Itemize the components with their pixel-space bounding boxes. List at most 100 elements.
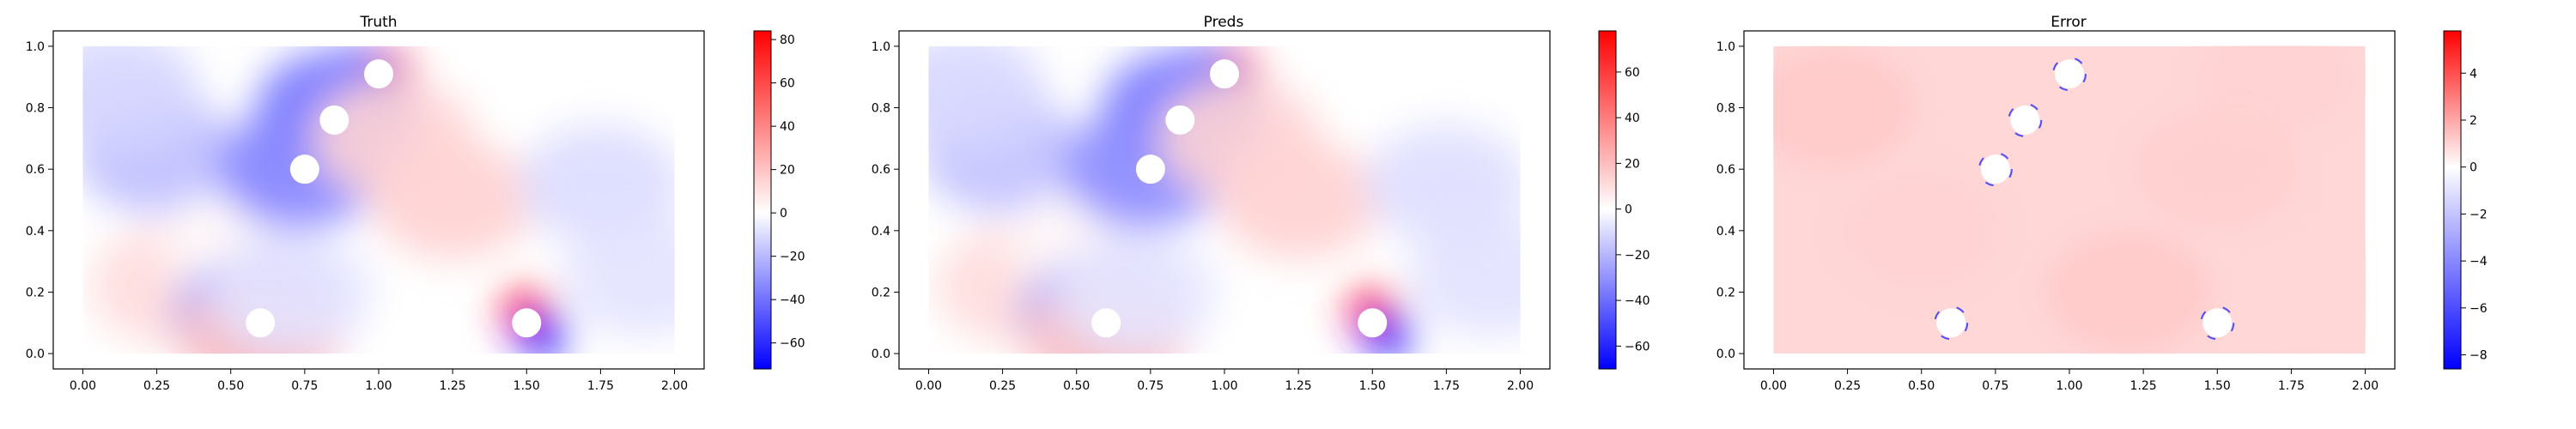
error-title: Error — [2050, 14, 2086, 31]
truth-field-sample — [563, 216, 675, 337]
truth-colorbar-tick-label: −40 — [780, 293, 805, 307]
preds-x-tick-label: 2.00 — [1507, 379, 1534, 393]
truth-cylinder-hole — [319, 105, 349, 135]
truth-colorbar: 80 60 40 20 0 −20 −40 −60 — [753, 30, 805, 370]
error-x-tick-label: 0.75 — [1982, 379, 2008, 393]
error-y-tick-label: 0.0 — [1716, 347, 1735, 361]
truth-colorbar-tick-label: 0 — [780, 207, 787, 221]
error-y-tick-label: 1.0 — [1716, 40, 1735, 54]
truth-y-tick-label: 1.0 — [26, 40, 45, 54]
preds-holes — [1091, 59, 1388, 338]
error-x-tick-label: 0.00 — [1760, 379, 1787, 393]
truth-cylinder-hole — [246, 308, 276, 338]
truth-colorbar-tick-label: −20 — [780, 251, 805, 264]
truth-y-tick-label: 0.4 — [26, 225, 45, 239]
truth-colorbar-tick-label: 60 — [780, 77, 795, 91]
truth-x-tick-label: 0.00 — [70, 379, 96, 393]
error-hole-rim — [2008, 102, 2043, 137]
error-x-tick-label: 1.75 — [2278, 379, 2305, 393]
error-hole-rim — [1978, 152, 2013, 187]
error-y-ticks: 0.0 0.2 0.4 0.6 0.8 1.0 — [1716, 40, 1744, 361]
preds-x-tick-label: 1.75 — [1433, 379, 1460, 393]
error-cylinder-hole — [2055, 59, 2084, 89]
preds-cylinder-hole — [1358, 308, 1388, 338]
error-y-tick-label: 0.6 — [1716, 163, 1735, 177]
error-colorbar: 4 2 0 −2 −4 −6 −8 — [2443, 30, 2488, 370]
preds-y-tick-label: 0.0 — [872, 347, 890, 361]
error-field-sample — [2224, 232, 2366, 353]
preds-colorbar-tick-label: 60 — [1625, 66, 1640, 80]
error-hole-rim — [2052, 57, 2087, 92]
preds-colorbar-bar — [1598, 30, 1617, 370]
preds-colorbar-tick-label: 40 — [1625, 112, 1640, 125]
error-field-sample — [2046, 232, 2210, 353]
truth-x-tick-label: 0.75 — [291, 379, 318, 393]
error-colorbar-tick-label: −4 — [2470, 255, 2488, 269]
error-colorbar-tick-label: −8 — [2470, 349, 2488, 363]
preds-y-tick-label: 0.6 — [872, 163, 890, 177]
preds-x-tick-label: 1.50 — [1359, 379, 1386, 393]
preds-colorbar-tick-label: −20 — [1625, 249, 1650, 263]
truth-field-sample — [519, 124, 675, 245]
error-y-tick-label: 0.4 — [1716, 225, 1735, 239]
truth-colorbar-tick-label: −60 — [780, 337, 805, 351]
truth-cylinder-hole — [364, 59, 393, 89]
preds-field — [928, 45, 1521, 354]
error-colorbar-tick-label: 4 — [2470, 67, 2477, 81]
error-x-tick-label: 1.25 — [2130, 379, 2157, 393]
preds-cylinder-hole — [1135, 154, 1165, 184]
preds-colorbar-tick-label: −40 — [1625, 294, 1650, 308]
truth-cylinder-hole — [289, 154, 319, 184]
preds-cylinder-hole — [1165, 105, 1195, 135]
error-colorbar-tick-label: −6 — [2470, 302, 2488, 316]
preds-y-tick-label: 0.8 — [872, 102, 890, 116]
error-y-tick-label: 0.8 — [1716, 102, 1735, 116]
preds-y-ticks: 0.0 0.2 0.4 0.6 0.8 1.0 — [872, 40, 899, 361]
preds-panel: Preds 0.00 0.25 0.50 0.75 1.00 1.25 1.50 1.75 2.… — [872, 14, 1650, 393]
truth-title: Truth — [359, 14, 397, 31]
error-field-sample — [2195, 45, 2359, 137]
truth-y-tick-label: 0.6 — [26, 163, 45, 177]
truth-field-sample — [312, 78, 476, 199]
truth-colorbar-bar — [753, 30, 772, 370]
preds-title: Preds — [1204, 14, 1244, 31]
error-x-tick-label: 1.50 — [2204, 379, 2231, 393]
error-cylinder-hole — [1980, 154, 2010, 184]
preds-x-tick-label: 0.25 — [989, 379, 1016, 393]
preds-x-tick-label: 1.25 — [1285, 379, 1312, 393]
preds-colorbar: 60 40 20 0 −20 −40 −60 — [1598, 30, 1650, 370]
truth-y-ticks: 0.0 0.2 0.4 0.6 0.8 1.0 — [26, 40, 53, 361]
preds-y-tick-label: 0.2 — [872, 286, 890, 299]
preds-colorbar-tick-label: 0 — [1625, 203, 1632, 217]
truth-x-tick-label: 1.50 — [513, 379, 540, 393]
truth-colorbar-tick-label: 40 — [780, 120, 795, 134]
error-x-tick-label: 0.50 — [1908, 379, 1935, 393]
truth-field-sample — [208, 232, 372, 353]
error-field — [1773, 45, 2366, 354]
error-colorbar-bar — [2443, 30, 2462, 370]
error-panel: Error 0.00 0.25 0.50 0.75 1.00 1.25 1.50 1.75 2.… — [1716, 14, 2488, 393]
truth-x-tick-label: 1.00 — [365, 379, 392, 393]
preds-y-tick-label: 0.4 — [872, 225, 890, 239]
error-field-sample — [2136, 109, 2300, 230]
preds-x-tick-label: 1.00 — [1211, 379, 1237, 393]
preds-y-tick-label: 1.0 — [872, 40, 890, 54]
error-field-sample — [1773, 47, 1915, 168]
error-x-tick-label: 1.00 — [2056, 379, 2082, 393]
error-colorbar-tick-label: −2 — [2470, 208, 2488, 221]
truth-colorbar-tick-label: 20 — [780, 164, 795, 178]
truth-y-tick-label: 0.2 — [26, 286, 45, 299]
preds-field-sample — [1409, 216, 1521, 337]
error-cylinder-hole — [2010, 105, 2040, 135]
error-colorbar-tick-label: 2 — [2470, 114, 2477, 128]
truth-x-tick-label: 0.25 — [143, 379, 170, 393]
truth-colorbar-tick-label: 80 — [780, 33, 795, 47]
truth-field-sample — [82, 45, 200, 153]
truth-x-tick-label: 1.25 — [440, 379, 466, 393]
preds-cylinder-hole — [1091, 308, 1121, 338]
error-colorbar-tick-label: 0 — [2470, 161, 2477, 175]
error-x-ticks: 0.00 0.25 0.50 0.75 1.00 1.25 1.50 1.75 2.00 — [1760, 369, 2379, 393]
preds-field-sample — [1054, 232, 1218, 353]
truth-y-tick-label: 0.0 — [26, 347, 45, 361]
